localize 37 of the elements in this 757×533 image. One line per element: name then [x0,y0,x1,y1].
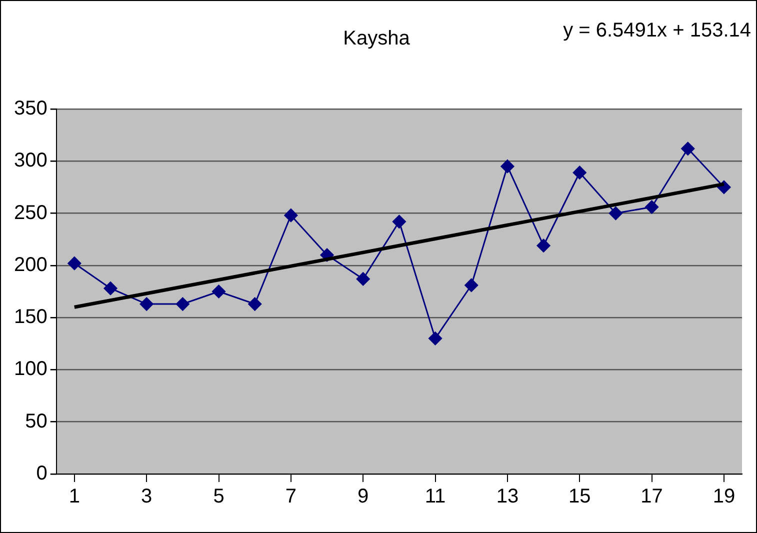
point [140,297,154,311]
point [68,256,82,270]
y-tick-label: 50 [25,410,48,432]
y-tick-label: 300 [14,150,48,172]
point [176,297,190,311]
text: y = 6.5491x + 153.14 [563,20,751,42]
point [536,238,550,252]
point [212,284,226,298]
point [248,297,262,311]
x-tick-label: 17 [640,486,663,508]
y-tick-label: 250 [14,202,48,224]
point [681,142,695,156]
x-tick-label: 1 [68,486,80,508]
point [392,214,406,228]
point [284,208,298,222]
point [500,160,514,174]
point [356,272,370,286]
x-tick-label: 7 [285,486,296,508]
y-tick-label: 200 [14,254,48,276]
y-tick-label: 150 [14,306,48,328]
x-tick-label: 3 [141,486,152,508]
x-tick-label: 9 [358,486,369,508]
point [428,332,442,346]
chart-title: Kaysha [343,28,411,50]
y-tick-label: 0 [36,462,48,485]
x-tick-label: 5 [213,486,224,508]
x-tick-label: 19 [712,486,736,508]
point [464,278,478,292]
y-tick-label: 100 [14,358,48,380]
point [572,166,586,180]
x-tick-label: 11 [424,486,446,508]
x-tick-label: 15 [568,486,591,508]
point [645,200,659,214]
x-tick-label: 13 [496,486,519,508]
y-tick-label: 350 [14,98,48,120]
point [608,206,622,220]
point [104,282,118,296]
